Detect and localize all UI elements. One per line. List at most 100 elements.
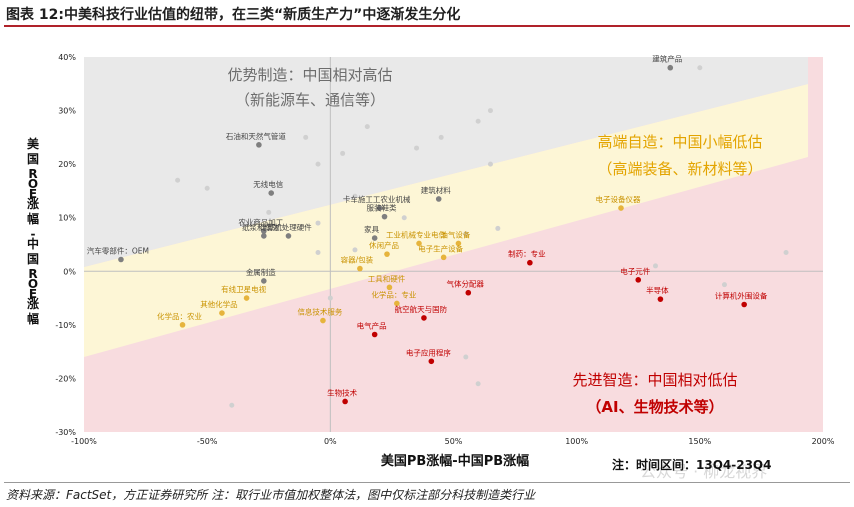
figure-title: 图表 12:中美科技行业估值的纽带，在三类“新质生产力”中逐渐发生分化 [6,7,461,23]
data-point [118,256,124,263]
point-label: 建筑材料 [421,185,451,195]
zone-yellow-band [84,84,808,357]
zone-title: 优势制造：中国相对高估 [227,66,392,84]
data-point [416,240,422,247]
data-point [618,205,624,211]
faint-point [364,124,370,130]
point-label: 其他化学品 [200,299,238,309]
y-tick-label: -30% [55,428,76,437]
point-labels: 建筑产品石油和天然气管道无线电信农业商品加工纸浆和纸张计算机处理硬件汽车零部件：… [87,54,768,398]
point-label: 油气设备 [440,229,470,239]
scatter-chart: 建筑产品石油和天然气管道无线电信农业商品加工纸浆和纸张计算机处理硬件汽车零部件：… [27,53,835,469]
y-axis-label-char: 国 [27,152,39,166]
data-point [357,265,363,272]
faint-point [303,134,309,140]
faint-point [315,161,321,167]
y-axis-label-char: O [28,277,38,291]
x-tick-label: 200% [812,437,835,446]
watermark: 公众号 · 柳龙视界 [640,462,768,481]
faint-point [438,134,444,140]
point-label: 电子应用程序 [406,347,451,357]
point-label: 纸浆和纸张 [242,222,280,232]
data-point [394,300,400,307]
data-point [440,254,447,261]
faint-point [315,220,321,226]
y-tick-label: -10% [55,321,76,330]
zone-subtitle: （AI、生物技术等） [586,398,723,416]
data-point [465,289,472,296]
faint-point [315,250,321,256]
axes-grid [84,57,823,432]
point-label: 服装鞋类 [367,203,397,213]
faint-point [229,402,235,408]
data-point [384,251,390,257]
y-tick-label: 0% [63,267,76,276]
tick-labels: -100% -50% 0% 50% 100% 150% 200% -30% -20% -10% 0%… [55,53,835,446]
data-point [371,331,378,338]
point-label: 电子生产设备 [418,243,463,253]
data-point [342,398,348,405]
data-point [376,205,383,211]
point-label: 汽车零部件：OEM [87,246,149,256]
point-label: 休闲产品 [369,240,399,250]
point-label: 石油和天然气管道 [226,131,286,141]
y-axis-label-char: E [29,187,37,201]
x-tick-label: 100% [565,437,588,446]
point-label: 制药：专业 [508,249,546,259]
data-point [386,284,393,291]
y-axis-label-char: O [28,177,38,191]
zone-title: 先进智造：中国相对低估 [572,371,737,389]
faint-point [175,177,181,183]
zone-subtitle: （新能源车、通信等） [235,91,385,109]
footer-rule [4,482,850,483]
data-point [179,322,186,328]
title-rule [4,25,850,27]
zone-grey-band [84,57,808,267]
y-axis-label-char: 幅 [27,211,39,226]
data-point [635,277,642,283]
data-point [219,310,225,316]
point-label: 工具和硬件 [368,273,406,283]
point-label: 航空航天与国防 [395,304,448,314]
y-axis-label-char: 美 [27,136,40,151]
faint-point [352,247,358,253]
point-label: 气体分配器 [447,279,485,289]
data-point [667,64,674,71]
zone-bands [84,57,823,432]
data-point [285,233,292,239]
data-point [261,228,267,234]
x-tick-label: 50% [445,437,463,446]
point-label: 金属制造 [246,267,276,277]
y-tick-label: 10% [58,214,76,223]
point-label: 农业商品加工 [238,217,283,227]
point-label: 信息技术服务 [297,307,342,317]
y-axis-label-char: 涨 [27,296,39,311]
faint-point [463,354,469,360]
data-point [256,142,262,148]
faint-point [204,185,210,191]
time-range-note: 注：时间区间：13Q4-23Q4 [612,458,772,472]
faint-point [340,150,346,156]
point-label: 化学品：农业 [157,311,202,321]
zone-labels: 优势制造：中国相对高估 （新能源车、通信等） 高端自造：中国小幅低估 （高端装备、新材… [227,66,762,416]
data-point [371,235,378,241]
y-axis-label-char: E [29,287,37,301]
faint-point [487,161,493,167]
point-label: 电气产品 [357,321,387,331]
point-label: 工业机械专业电信 [386,229,446,239]
point-label: 卡车施工工农业机械 [343,194,411,204]
point-label: 化学品：专业 [371,289,416,299]
data-points [118,64,789,408]
faint-point [327,295,333,301]
data-point [261,233,267,239]
x-tick-label: -100% [71,437,97,446]
y-axis-label-char: R [28,267,37,281]
faint-point [401,215,407,221]
faint-point [487,108,493,114]
x-tick-label: 150% [688,437,711,446]
data-point [657,296,664,302]
x-axis-label: 美国PB涨幅-中国PB涨幅 [381,453,529,469]
point-label: 电子元件 [620,266,650,276]
data-point [435,196,442,202]
